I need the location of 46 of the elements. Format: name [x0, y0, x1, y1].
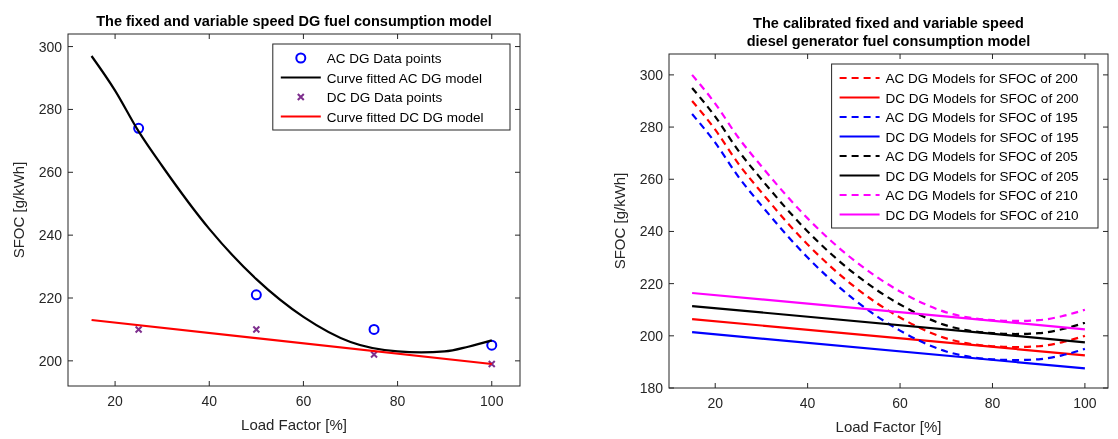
y-axis-title: SFOC [g/kWh] [611, 172, 628, 270]
x-tick-label: 100 [480, 393, 504, 409]
legend-label: AC DG Models for SFOC of 210 [885, 188, 1078, 203]
legend-label: AC DG Models for SFOC of 205 [885, 149, 1078, 164]
x-tick-label: 60 [295, 393, 312, 409]
y-tick-label: 240 [38, 227, 63, 244]
legend-label: AC DG Models for SFOC of 200 [885, 71, 1078, 86]
point [486, 339, 498, 351]
chart-title: The fixed and variable speed DG fuel consumption model [96, 13, 492, 29]
legend-label: DC DG Models for SFOC of 205 [885, 168, 1079, 184]
y-tick-label: 300 [38, 38, 63, 55]
y-axis-title: SFOC [g/kWh] [10, 161, 27, 259]
x-tick-label: 20 [107, 393, 124, 409]
x-tick-label: 40 [799, 395, 816, 411]
legend-label: Curve fitted AC DG model [326, 70, 483, 86]
x-tick-label: 20 [707, 395, 724, 411]
y-tick-label: 280 [38, 101, 63, 118]
x-axis-title: Load Factor [%] [241, 416, 347, 433]
y-tick-label: 180 [639, 380, 664, 396]
y-tick-label: 220 [639, 275, 664, 292]
chart-title: The calibrated fixed and variable speed diesel generator fuel consumption model [746, 15, 1031, 49]
x-tick-label: 80 [389, 393, 406, 409]
y-tick-label: 220 [38, 290, 63, 306]
legend-label: DC DG Data points [326, 90, 443, 105]
y-tick-label: 200 [639, 327, 664, 344]
x-axis-title: Load Factor [%] [835, 418, 942, 435]
x-tick-label: 100 [1073, 395, 1097, 411]
y-tick-label: 280 [639, 119, 664, 136]
legend-label: AC DG Models for SFOC of 195 [885, 110, 1078, 125]
y-tick-label: 260 [639, 171, 664, 188]
y-tick-label: 240 [639, 223, 664, 240]
legend-label: AC DG Data points [326, 51, 442, 66]
legend-label: DC DG Models for SFOC of 195 [885, 129, 1079, 145]
legend-label: Curve fitted DC DG model [326, 109, 484, 125]
x-tick-label: 40 [201, 393, 218, 409]
x-tick-label: 60 [892, 395, 909, 411]
point [252, 325, 261, 334]
y-tick-label: 260 [38, 164, 63, 181]
point [250, 289, 262, 301]
legend-label: DC DG Models for SFOC of 210 [885, 207, 1079, 223]
x-tick-label: 80 [984, 395, 1001, 411]
y-tick-label: 300 [639, 66, 664, 83]
y-tick-label: 200 [38, 352, 63, 369]
point [368, 323, 380, 335]
legend-label: DC DG Models for SFOC of 200 [885, 90, 1079, 106]
point [133, 122, 145, 134]
